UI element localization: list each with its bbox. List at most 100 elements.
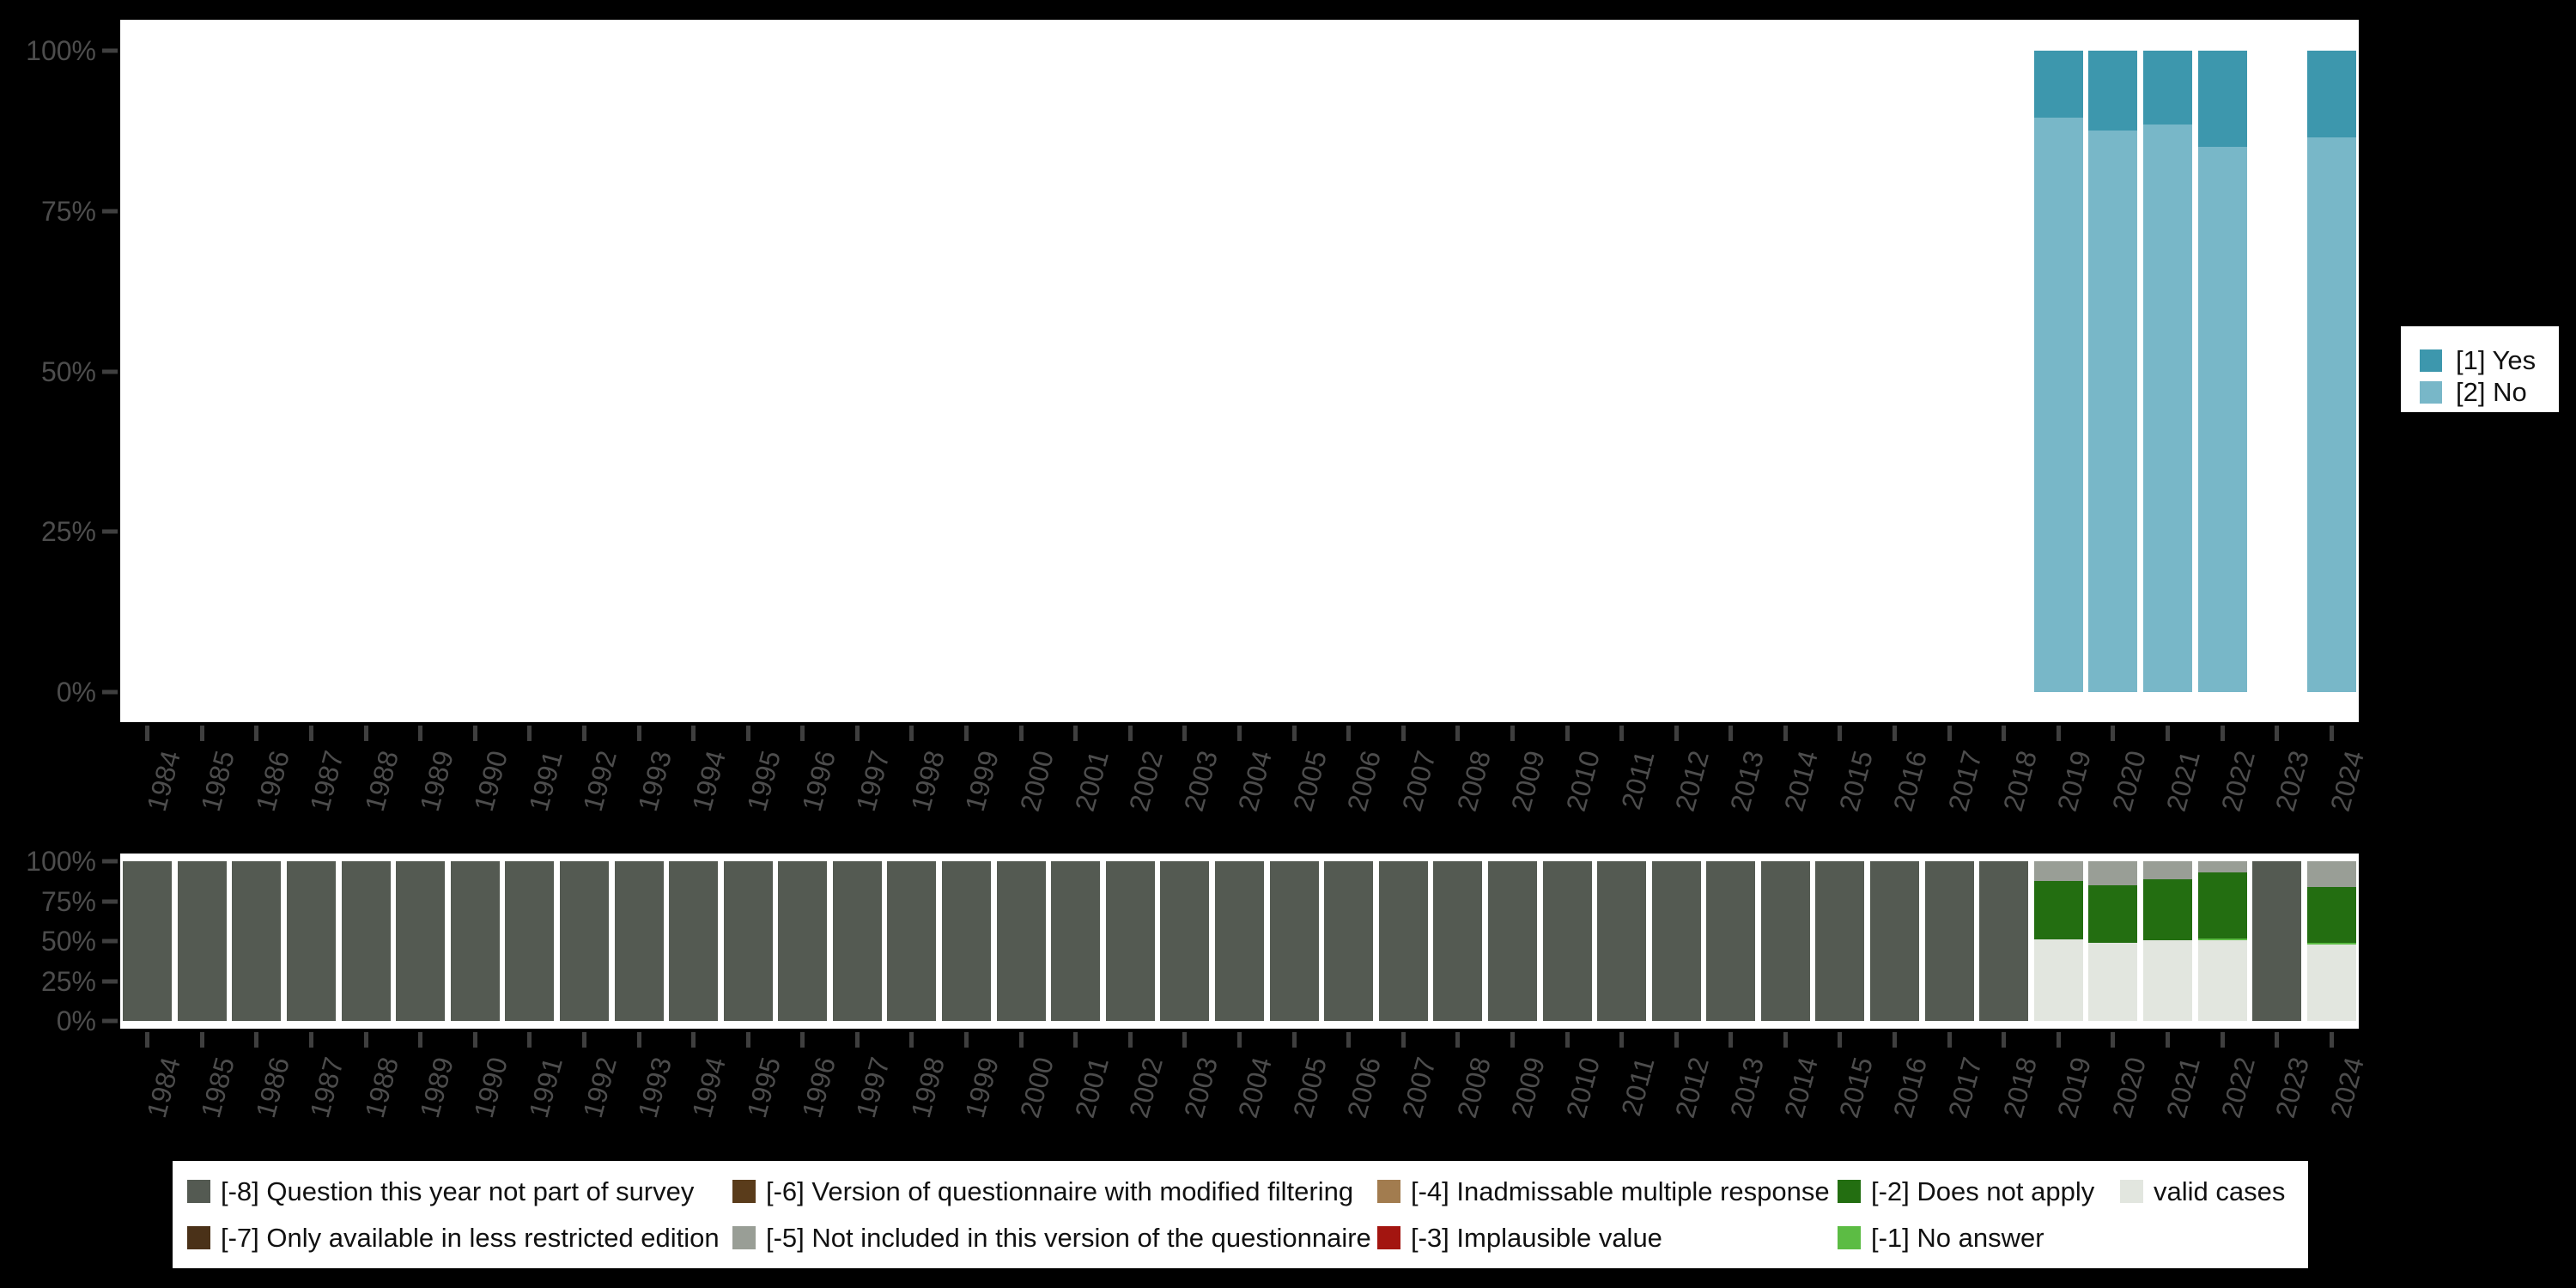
bar-2019	[2033, 51, 2083, 692]
bar-2013	[1706, 861, 1756, 1021]
x-axis-label-year: 1985	[195, 1054, 241, 1121]
legend-swatch-m3	[1377, 1226, 1400, 1249]
x-axis-label-year: 1989	[413, 747, 459, 815]
legend-label-m4: [-4] Inadmissable multiple response	[1411, 1176, 1830, 1206]
legend-item-valid: valid cases	[2120, 1178, 2285, 1205]
x-axis-label-year: 1984	[140, 747, 186, 815]
bar-segment-yes-2021	[2142, 51, 2192, 125]
x-axis-label-year: 2010	[1559, 747, 1606, 815]
x-axis-label-year: 2021	[2160, 747, 2207, 815]
bar-segment-m8-1993	[614, 861, 664, 1021]
x-axis-tick	[1783, 726, 1788, 741]
bar-segment-m8-1998	[887, 861, 937, 1021]
x-axis-label-year: 1994	[686, 1054, 732, 1121]
bar-segment-no-2022	[2197, 147, 2247, 692]
y-axis-tick	[102, 1018, 118, 1024]
y-axis-tick	[102, 529, 118, 534]
x-axis-tick	[363, 726, 368, 741]
x-axis-label-year: 1991	[522, 1054, 568, 1121]
x-axis-label-year: 2003	[1177, 1054, 1224, 1121]
bar-segment-m8-2010	[1542, 861, 1592, 1021]
x-axis-label-year: 2005	[1286, 1054, 1333, 1121]
bar-segment-m8-2023	[2252, 861, 2302, 1021]
bar-segment-m8-2009	[1487, 861, 1537, 1021]
x-axis-tick	[1838, 726, 1843, 741]
x-axis-label-year: 2007	[1395, 1054, 1443, 1121]
bar-2022	[2197, 51, 2247, 692]
bar-segment-valid-2020	[2088, 942, 2138, 1021]
x-axis-label-year: 2013	[1723, 1054, 1770, 1121]
bar-segment-m5-2019	[2033, 861, 2083, 882]
x-axis-label-year: 1985	[195, 747, 241, 815]
bar-1994	[669, 861, 719, 1021]
x-axis-label-year: 2017	[1941, 747, 1988, 815]
legend-swatch-m6	[732, 1180, 756, 1203]
x-axis-label-year: 2019	[2050, 1054, 2098, 1121]
x-axis-label-year: 2000	[1013, 747, 1060, 815]
y-axis-label-variable-values: 100%	[26, 35, 96, 66]
bar-segment-m8-1992	[559, 861, 609, 1021]
x-axis-tick	[145, 1032, 150, 1048]
legend-item-m2: [-2] Does not apply	[1838, 1178, 2094, 1205]
bar-2008	[1433, 861, 1483, 1021]
x-axis-tick	[1127, 726, 1133, 741]
x-axis-label-year: 2008	[1450, 747, 1497, 815]
x-axis-tick	[418, 726, 423, 741]
bar-2002	[1105, 861, 1155, 1021]
legend-item-yes: [1] Yes	[2420, 347, 2559, 374]
legend-item-m6: [-6] Version of questionnaire with modif…	[732, 1178, 1353, 1205]
x-axis-tick	[2329, 726, 2334, 741]
x-axis-tick	[691, 726, 696, 741]
bar-1998	[887, 861, 937, 1021]
values-legend: [1] Yes [2] No	[2401, 326, 2559, 412]
x-axis-label-year: 2012	[1668, 1054, 1716, 1121]
x-axis-label-year: 1993	[631, 1054, 677, 1121]
x-axis-tick	[2329, 1032, 2334, 1048]
x-axis-tick	[745, 1032, 750, 1048]
x-axis-tick	[1073, 1032, 1078, 1048]
bar-1995	[723, 861, 773, 1021]
y-axis-tick	[102, 48, 118, 53]
x-axis-tick	[2056, 1032, 2061, 1048]
x-axis-label-year: 1997	[850, 747, 896, 815]
x-axis-tick	[254, 1032, 259, 1048]
legend-swatch-m2	[1838, 1180, 1861, 1203]
y-axis-label-missing-values: 75%	[40, 885, 96, 917]
x-axis-tick	[636, 726, 641, 741]
bar-2011	[1597, 861, 1647, 1021]
x-axis-label-year: 2005	[1286, 747, 1333, 815]
bar-segment-m8-2004	[1215, 861, 1264, 1021]
x-axis-label-year: 2016	[1887, 747, 1934, 815]
bar-segment-m8-2018	[1979, 861, 2029, 1021]
x-axis-tick	[1893, 726, 1898, 741]
x-axis-label-year: 1987	[304, 1054, 350, 1121]
bar-1986	[232, 861, 282, 1021]
x-axis-tick	[472, 726, 477, 741]
x-axis-label-year: 2023	[2269, 1054, 2316, 1121]
x-axis-label-year: 1994	[686, 747, 732, 815]
x-axis-tick	[309, 726, 314, 741]
bar-segment-m8-1988	[341, 861, 391, 1021]
x-axis-tick	[1291, 726, 1297, 741]
bar-segment-m8-1984	[123, 861, 173, 1021]
x-axis-label-year: 2011	[1614, 747, 1661, 813]
x-axis-label-year: 1990	[467, 747, 514, 815]
x-axis-label-year: 1999	[959, 747, 1005, 815]
y-axis-label-variable-values: 25%	[40, 516, 96, 548]
x-axis-label-year: 2002	[1122, 747, 1170, 815]
bar-1991	[505, 861, 555, 1021]
x-axis-tick	[1893, 1032, 1898, 1048]
legend-swatch-yes	[2420, 349, 2442, 372]
x-axis-label-year: 2009	[1505, 1054, 1552, 1121]
y-axis-tick	[102, 979, 118, 983]
bar-segment-m8-1985	[177, 861, 227, 1021]
x-axis-label-year: 1992	[577, 747, 623, 815]
variable-values-plot-area	[120, 51, 2359, 692]
x-axis-tick	[1947, 726, 1952, 741]
x-axis-tick	[1400, 726, 1406, 741]
y-axis-tick	[102, 369, 118, 374]
bar-segment-m8-2016	[1870, 861, 1920, 1021]
bar-segment-m8-1991	[505, 861, 555, 1021]
bar-segment-m5-2021	[2142, 861, 2192, 880]
